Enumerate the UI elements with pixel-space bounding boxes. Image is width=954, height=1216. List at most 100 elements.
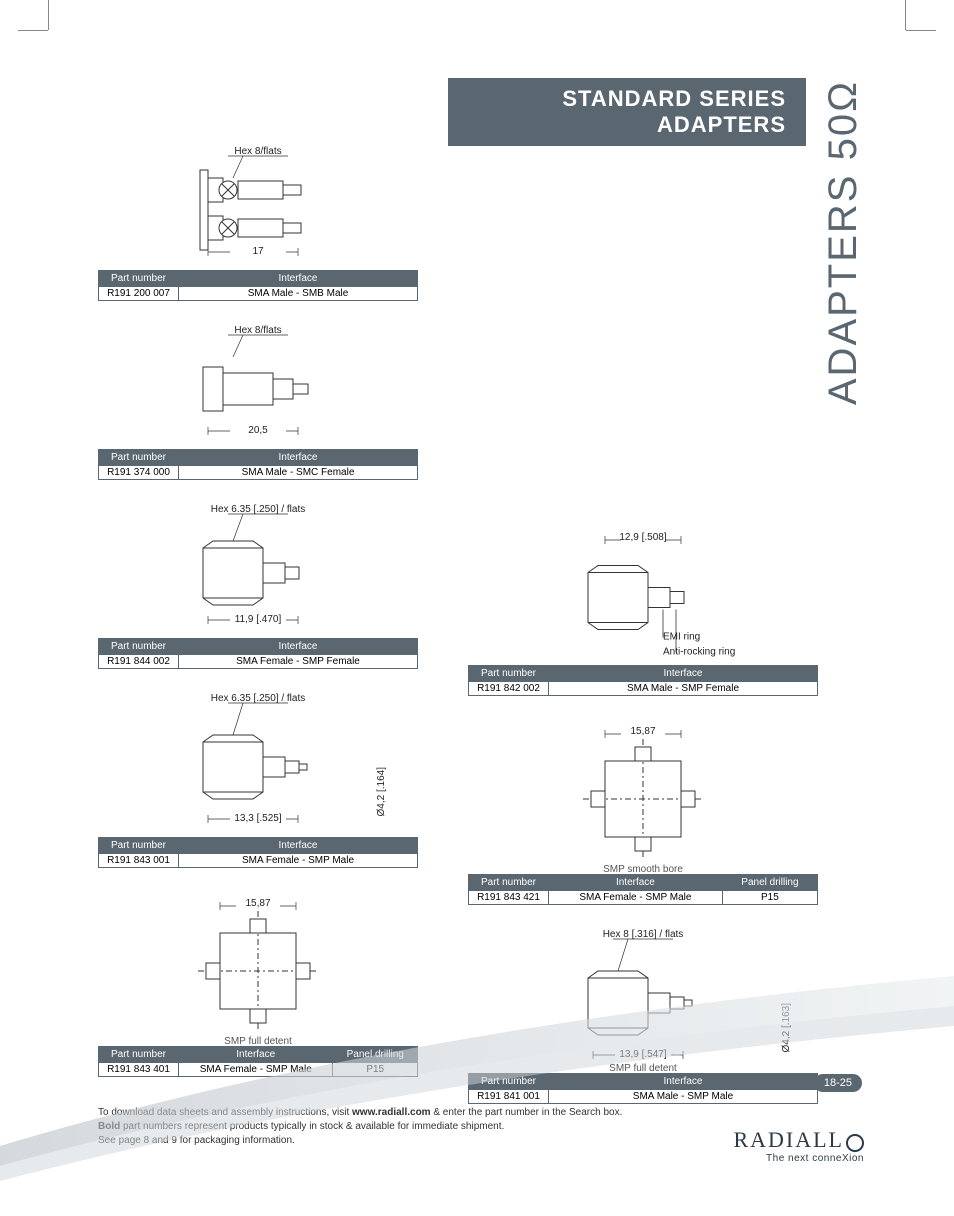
table-cell: SMA Female - SMP Female: [179, 655, 418, 669]
footnote-line: To download data sheets and assembly ins…: [98, 1106, 622, 1120]
table-cell: R191 843 421: [469, 891, 549, 905]
crop-mark: [48, 0, 49, 30]
table-cell: SMA Male - SMC Female: [179, 466, 418, 480]
diagram-container: Hex 6.35 [.250] / flats 11,9 [.470]: [98, 498, 418, 638]
product-block: Hex 6.35 [.250] / flats 11,9 [.470] Part n…: [98, 498, 418, 669]
table-row: R191 200 007SMA Male - SMB Male: [99, 287, 418, 301]
left-column: Hex 8/flats17Part numberInterfaceR191 20…: [98, 140, 418, 1122]
product-block: Hex 8/flats 20,5 Part numberInterfaceR191 …: [98, 319, 418, 480]
table-cell: P15: [722, 891, 817, 905]
table-header: Part number: [99, 1047, 179, 1063]
page-title: STANDARD SERIES ADAPTERS: [448, 78, 806, 146]
table-row: R191 841 001SMA Male - SMP Male: [469, 1090, 818, 1104]
svg-text:Hex 8 [.316] / flats: Hex 8 [.316] / flats: [603, 929, 684, 940]
table-cell: R191 844 002: [99, 655, 179, 669]
svg-text:Hex 8/flats: Hex 8/flats: [234, 325, 281, 336]
diagram-container: Hex 8/flats 20,5: [98, 319, 418, 449]
product-block: 15,87SMP smooth borePart numberInterface…: [468, 714, 818, 905]
svg-text:15,87: 15,87: [245, 898, 270, 909]
technical-diagram: 15,87 SMP full detent: [128, 886, 388, 1046]
table-row: R191 374 000SMA Male - SMC Female: [99, 466, 418, 480]
product-block: 15,87 SMP full detentPart numberInterface…: [98, 886, 418, 1077]
part-table: Part numberInterfaceR191 843 001SMA Fema…: [98, 837, 418, 868]
svg-text:11,9 [.470]: 11,9 [.470]: [235, 614, 282, 625]
crop-mark: [905, 0, 906, 30]
svg-text:15,87: 15,87: [630, 726, 655, 737]
svg-text:Ø4,2 [.163]: Ø4,2 [.163]: [781, 1003, 792, 1053]
side-category-label: ADAPTERS 50Ω: [821, 80, 866, 405]
technical-diagram: Hex 8 [.316] / flats 13,9 [.547] Ø4,2 [.16…: [493, 923, 793, 1073]
product-block: Hex 6.35 [.250] / flats 13,3 [.525] Ø4,2 […: [98, 687, 418, 868]
table-row: R191 842 002SMA Male - SMP Female: [469, 682, 818, 696]
table-header: Interface: [549, 666, 818, 682]
product-block: 12,9 [.508]EMI ringAnti-rocking ringPart…: [468, 520, 818, 696]
table-cell: SMA Male - SMP Male: [549, 1090, 818, 1104]
technical-diagram: Hex 8/flats 17: [128, 140, 388, 270]
part-table: Part numberInterfacePanel drillingR191 8…: [98, 1046, 418, 1077]
svg-text:EMI ring: EMI ring: [663, 632, 700, 643]
svg-text:17: 17: [252, 246, 264, 257]
diagram-container: Hex 6.35 [.250] / flats 13,3 [.525] Ø4,2 […: [98, 687, 418, 837]
table-cell: R191 200 007: [99, 287, 179, 301]
content-area: Hex 8/flats17Part numberInterfaceR191 20…: [98, 140, 818, 1122]
table-header: Part number: [99, 450, 179, 466]
crop-mark: [18, 30, 48, 31]
part-table: Part numberInterfaceR191 842 002SMA Male…: [468, 665, 818, 696]
table-header: Panel drilling: [333, 1047, 418, 1063]
svg-text:Hex 8/flats: Hex 8/flats: [234, 146, 281, 157]
table-row: R191 844 002SMA Female - SMP Female: [99, 655, 418, 669]
table-cell: P15: [333, 1063, 418, 1077]
footnote-line: Bold part numbers represent products typ…: [98, 1120, 622, 1134]
table-row: R191 843 001SMA Female - SMP Male: [99, 854, 418, 868]
diagram-container: 12,9 [.508]EMI ringAnti-rocking ring: [468, 520, 818, 665]
technical-diagram: 12,9 [.508]EMI ringAnti-rocking ring: [493, 520, 793, 665]
product-block: Hex 8/flats 17 Part numberInterfaceR191 20…: [98, 140, 418, 301]
technical-diagram: Hex 8/flats 20,5: [128, 319, 388, 449]
brand-tagline: The next conneXion: [733, 1153, 864, 1164]
table-cell: R191 843 401: [99, 1063, 179, 1077]
crop-mark: [906, 30, 936, 31]
table-row: R191 843 421SMA Female - SMP MaleP15: [469, 891, 818, 905]
svg-text:Hex 6.35 [.250] / flats: Hex 6.35 [.250] / flats: [211, 504, 306, 515]
table-header: Interface: [179, 271, 418, 287]
table-cell: SMA Male - SMP Female: [549, 682, 818, 696]
svg-text:20,5: 20,5: [248, 425, 268, 436]
brand-name: RADIALL: [733, 1127, 844, 1152]
table-cell: R191 841 001: [469, 1090, 549, 1104]
table-header: Interface: [549, 1074, 818, 1090]
diagram-container: 15,87SMP smooth bore: [468, 714, 818, 874]
svg-text:Anti-rocking ring: Anti-rocking ring: [663, 647, 735, 658]
diagram-container: 15,87 SMP full detent: [98, 886, 418, 1046]
table-cell: R191 374 000: [99, 466, 179, 480]
part-table: Part numberInterfaceR191 200 007SMA Male…: [98, 270, 418, 301]
table-header: Part number: [469, 1074, 549, 1090]
footnotes: To download data sheets and assembly ins…: [98, 1106, 622, 1148]
table-header: Part number: [99, 639, 179, 655]
table-header: Interface: [179, 639, 418, 655]
svg-text:Ø4,2 [.164]: Ø4,2 [.164]: [376, 767, 387, 817]
technical-diagram: 15,87SMP smooth bore: [493, 714, 793, 874]
svg-text:SMP full detent: SMP full detent: [224, 1036, 292, 1046]
diagram-container: Hex 8/flats 17: [98, 140, 418, 270]
table-header: Part number: [99, 271, 179, 287]
technical-diagram: Hex 6.35 [.250] / flats 13,3 [.525] Ø4,2 […: [128, 687, 388, 837]
globe-icon: [846, 1134, 864, 1152]
table-header: Interface: [179, 838, 418, 854]
diagram-container: Hex 8 [.316] / flats 13,9 [.547] Ø4,2 [.16…: [468, 923, 818, 1073]
table-cell: SMA Female - SMP Male: [179, 1063, 333, 1077]
product-block: Hex 8 [.316] / flats 13,9 [.547] Ø4,2 [.16…: [468, 923, 818, 1104]
svg-text:13,3 [.525]: 13,3 [.525]: [234, 813, 281, 824]
svg-text:Hex 6.35 [.250] / flats: Hex 6.35 [.250] / flats: [211, 693, 306, 704]
table-cell: SMA Female - SMP Male: [549, 891, 723, 905]
table-header: Interface: [179, 450, 418, 466]
technical-diagram: Hex 6.35 [.250] / flats 11,9 [.470]: [128, 498, 388, 638]
table-header: Part number: [469, 875, 549, 891]
brand-logo: RADIALL The next conneXion: [733, 1127, 864, 1164]
part-table: Part numberInterfaceR191 374 000SMA Male…: [98, 449, 418, 480]
footnote-line: See page 8 and 9 for packaging informati…: [98, 1134, 622, 1148]
page-number-badge: 18-25: [814, 1074, 862, 1092]
svg-text:13,9 [.547]: 13,9 [.547]: [619, 1049, 666, 1060]
table-header: Part number: [469, 666, 549, 682]
table-cell: SMA Female - SMP Male: [179, 854, 418, 868]
table-cell: SMA Male - SMB Male: [179, 287, 418, 301]
